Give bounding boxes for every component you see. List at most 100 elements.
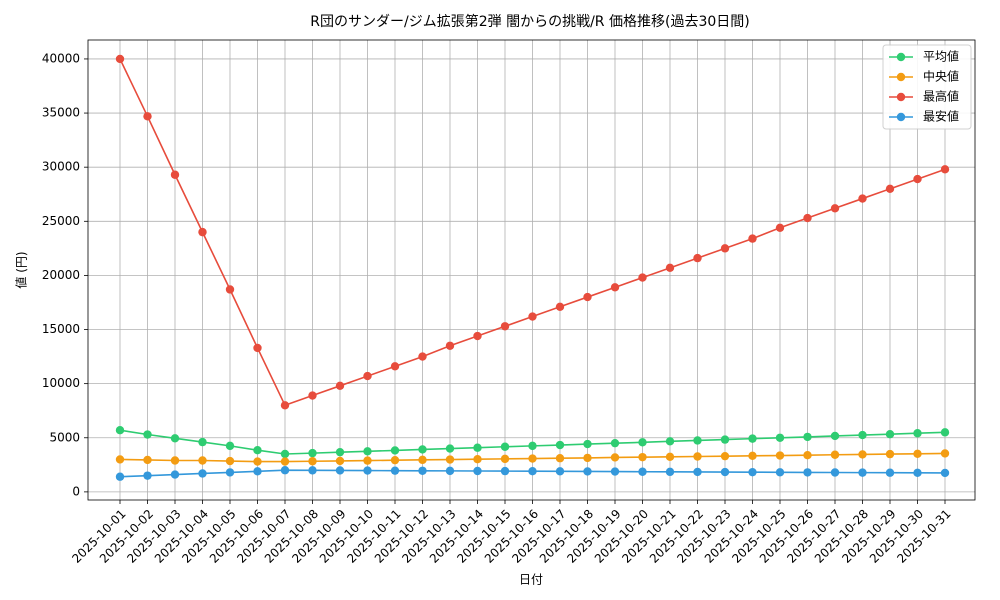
- x-axis-label: 日付: [519, 573, 543, 587]
- data-point: [885, 449, 895, 459]
- data-point: [830, 468, 840, 477]
- y-tick-label: 25000: [42, 214, 80, 228]
- data-point: [885, 429, 895, 439]
- y-tick-label: 30000: [42, 160, 80, 174]
- data-point: [858, 194, 867, 203]
- data-point: [225, 468, 235, 477]
- legend-marker: [896, 92, 906, 102]
- data-point: [803, 450, 812, 460]
- data-point: [720, 244, 730, 253]
- data-point: [308, 448, 317, 458]
- data-point: [830, 450, 840, 459]
- data-point: [720, 451, 730, 461]
- data-point: [390, 446, 400, 455]
- data-point: [775, 433, 785, 442]
- data-point: [253, 457, 262, 466]
- data-point: [500, 322, 510, 331]
- legend-label: 平均値: [923, 49, 959, 64]
- data-point: [225, 441, 235, 451]
- data-point: [528, 467, 537, 476]
- y-tick-label: 15000: [42, 322, 80, 336]
- data-point: [720, 467, 730, 477]
- data-point: [445, 466, 455, 476]
- data-point: [198, 437, 207, 447]
- data-point: [693, 436, 702, 445]
- data-point: [583, 292, 592, 302]
- data-point: [225, 456, 235, 466]
- data-point: [363, 456, 372, 465]
- data-point: [940, 449, 950, 458]
- data-point: [198, 469, 207, 478]
- data-point: [830, 431, 840, 441]
- data-point: [693, 452, 702, 461]
- data-point: [363, 466, 372, 475]
- data-point: [665, 467, 675, 477]
- legend-label: 中央値: [923, 69, 959, 84]
- data-point: [610, 453, 620, 462]
- data-point: [445, 341, 455, 350]
- data-point: [555, 454, 565, 463]
- y-axis-label: 値 (円): [14, 251, 29, 288]
- data-point: [198, 456, 207, 465]
- data-point: [500, 442, 510, 451]
- data-point: [858, 468, 867, 477]
- data-point: [253, 446, 262, 455]
- legend-marker: [896, 52, 906, 62]
- data-point: [803, 468, 812, 477]
- data-point: [335, 466, 345, 475]
- data-point: [198, 227, 207, 237]
- data-point: [610, 467, 620, 476]
- data-point: [528, 312, 537, 321]
- data-point: [748, 234, 757, 243]
- data-point: [638, 438, 647, 447]
- data-point: [913, 449, 922, 458]
- data-point: [693, 253, 702, 263]
- data-point: [885, 184, 895, 194]
- data-point: [390, 455, 400, 465]
- data-point: [500, 454, 510, 464]
- data-point: [665, 437, 675, 446]
- data-point: [473, 466, 482, 476]
- data-point: [143, 112, 152, 121]
- data-point: [115, 472, 125, 481]
- data-point: [555, 440, 565, 450]
- y-tick-label: 35000: [42, 106, 80, 120]
- data-point: [418, 445, 427, 454]
- data-point: [253, 343, 262, 353]
- data-point: [665, 263, 675, 273]
- data-point: [748, 467, 757, 477]
- y-tick-label: 20000: [42, 268, 80, 282]
- data-point: [555, 302, 565, 311]
- data-point: [775, 451, 785, 460]
- data-point: [610, 438, 620, 448]
- y-tick-label: 10000: [42, 376, 80, 390]
- data-point: [280, 457, 290, 466]
- data-point: [748, 434, 757, 443]
- data-point: [363, 447, 372, 456]
- data-point: [638, 452, 647, 462]
- data-point: [335, 447, 345, 457]
- data-point: [280, 466, 290, 475]
- data-point: [473, 454, 482, 464]
- data-point: [473, 331, 482, 341]
- legend-marker: [896, 112, 906, 122]
- data-point: [418, 352, 427, 361]
- data-point: [335, 456, 345, 466]
- chart-title: R団のサンダー/ジム拡張第2弾 闇からの挑戦/R 価格推移(過去30日間): [310, 13, 749, 30]
- data-point: [913, 429, 922, 438]
- data-point: [500, 466, 510, 476]
- data-point: [143, 430, 152, 439]
- data-point: [115, 455, 125, 464]
- data-point: [280, 449, 290, 459]
- data-point: [940, 428, 950, 437]
- legend-label: 最高値: [923, 89, 959, 104]
- data-point: [803, 432, 812, 442]
- data-point: [280, 401, 290, 410]
- data-point: [913, 174, 922, 184]
- data-point: [143, 471, 152, 480]
- data-point: [390, 362, 400, 371]
- data-point: [225, 285, 235, 294]
- data-point: [335, 381, 345, 391]
- plot-frame: [87, 39, 976, 501]
